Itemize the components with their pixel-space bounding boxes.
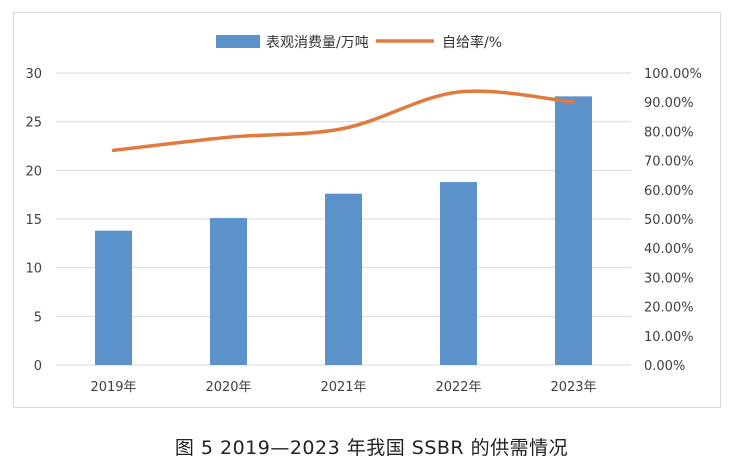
x-tick-label: 2019年 xyxy=(90,380,136,395)
legend-label-line: 自给率/% xyxy=(442,34,502,51)
y-right-tick-label: 60.00% xyxy=(644,184,694,199)
y-right-tick-label: 30.00% xyxy=(644,271,694,286)
y-left-tick-label: 0 xyxy=(34,359,42,374)
y-left-tick-label: 15 xyxy=(25,213,42,228)
y-left-tick-label: 10 xyxy=(25,262,42,277)
legend-label-bar: 表观消费量/万吨 xyxy=(266,35,369,51)
bar xyxy=(440,182,477,365)
x-tick-label: 2023年 xyxy=(550,380,596,395)
bar xyxy=(325,193,362,365)
y-left-tick-label: 25 xyxy=(25,116,42,131)
y-right-tick-label: 100.00% xyxy=(644,67,702,82)
bar xyxy=(555,96,592,366)
chart-svg: 0 5 10 15 20 25 30 0.00% 10.00% 20.00% 30.00% 40.00… xyxy=(25,34,702,395)
y-right-tick-label: 10.00% xyxy=(644,330,694,345)
series-line xyxy=(111,89,576,153)
y-right-tick-label: 0.00% xyxy=(644,359,685,374)
bar xyxy=(95,230,132,365)
legend-swatch-bar xyxy=(216,35,260,48)
y-right-tick-label: 50.00% xyxy=(644,213,694,228)
x-tick-label: 2022年 xyxy=(435,380,481,395)
y-right-tick-label: 20.00% xyxy=(644,301,694,316)
y-right-tick-label: 40.00% xyxy=(644,242,694,257)
y-left-tick-label: 5 xyxy=(34,310,42,325)
y-left-tick-label: 30 xyxy=(25,67,42,82)
figure-caption: 图 5 2019—2023 年我国 SSBR 的供需情况 xyxy=(174,437,569,459)
y-right-tick-label: 80.00% xyxy=(644,125,694,140)
x-tick-label: 2021年 xyxy=(320,380,366,395)
y-right-tick-label: 70.00% xyxy=(644,155,694,170)
y-right-tick-label: 90.00% xyxy=(644,96,694,111)
y-left-tick-label: 20 xyxy=(25,164,42,179)
bar xyxy=(210,218,247,365)
x-tick-label: 2020年 xyxy=(205,380,251,395)
